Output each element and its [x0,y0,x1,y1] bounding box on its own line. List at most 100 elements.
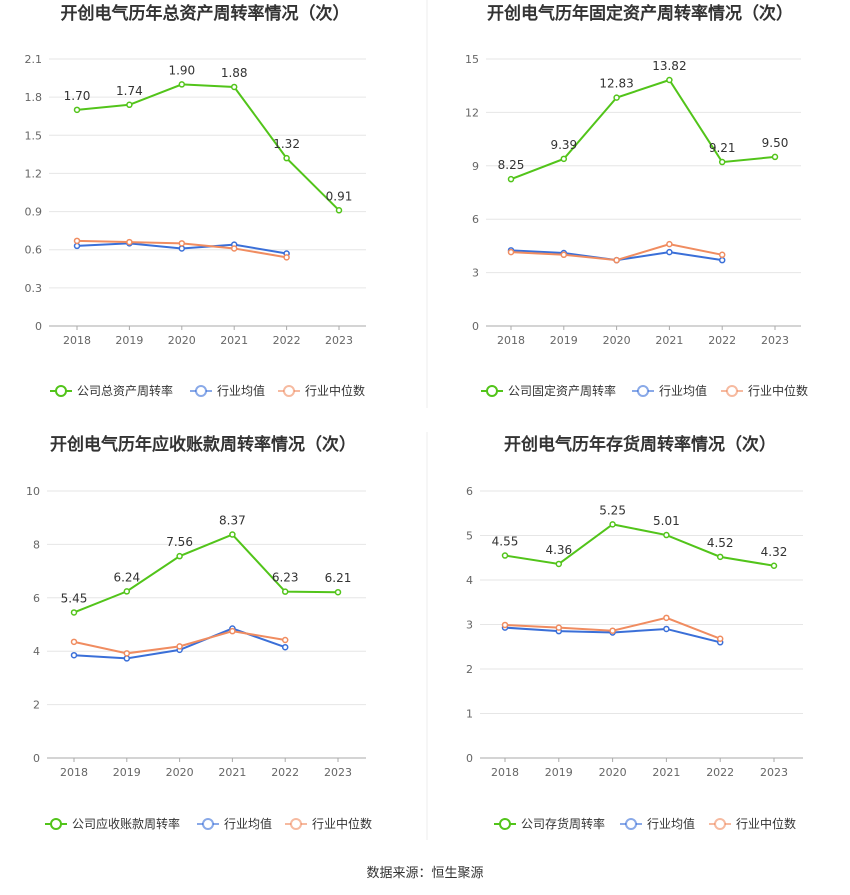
legend-label: 公司应收账款周转率 [72,816,180,831]
x-tick-label: 2022 [271,766,299,779]
data-point [281,643,289,651]
data-point [613,94,620,101]
data-point [281,588,289,595]
data-point [123,588,131,595]
data-label: 0.91 [326,189,353,203]
data-point [123,655,131,662]
chart-1: 开创电气历年总资产周转率情况（次） 0 0.3 0.6 0.9 1.2 1.5 1.8 2.1 2… [25,3,366,398]
data-point [70,651,78,659]
legend-label: 公司存货周转率 [521,816,605,831]
y-tick-label: 8 [33,538,40,551]
data-label: 6.23 [272,571,299,585]
data-source-note: 数据来源：恒生聚源 [366,866,484,881]
series-line-0 [510,78,776,181]
x-tick-label: 2023 [760,766,788,779]
legend-marker-icon [283,385,295,397]
data-point [178,245,186,252]
data-point [229,627,236,635]
legend-label: 行业均值 [217,383,265,398]
x-tick-label: 2019 [113,766,141,779]
data-label: 6.24 [113,570,140,584]
data-label: 1.88 [221,66,248,80]
x-tick-label: 2021 [220,334,248,347]
y-tick-label: 0 [466,752,473,765]
data-point [281,636,289,644]
data-label: 5.45 [61,591,88,605]
y-tick-label: 1.2 [25,167,43,180]
legend-item-0[interactable]: 公司存货周转率 [494,816,605,831]
y-tick-label: 2 [466,663,473,676]
y-tick-label: 12 [465,106,479,119]
y-tick-label: 0 [472,320,479,333]
series-line-0 [76,83,340,212]
chart-4: 开创电气历年存货周转率情况（次） 0 1 2 3 4 5 6 2018 2019 2020 2021 2… [466,434,803,831]
x-tick-label: 2023 [325,334,353,347]
data-point [555,560,563,568]
legend-marker-icon [486,385,498,397]
y-tick-label: 1 [466,708,473,721]
y-tick-label: 4 [466,574,473,587]
legend-item-0[interactable]: 公司固定资产周转率 [481,383,616,398]
legend-label: 行业均值 [647,816,695,831]
x-tick-label: 2020 [603,334,631,347]
data-point [283,154,290,162]
y-tick-label: 6 [33,592,40,605]
data-point [501,621,509,629]
y-tick-label: 2 [33,699,40,712]
y-tick-label: 1.5 [25,129,43,142]
data-point [230,83,238,91]
legend-item-1[interactable]: 行业均值 [197,816,272,831]
legend-item-2[interactable]: 行业中位数 [285,816,372,831]
data-label: 4.32 [761,545,788,559]
data-label: 7.56 [166,535,193,549]
data-label: 1.90 [168,63,195,77]
x-tick-label: 2022 [708,334,736,347]
legend-marker-icon [726,385,738,397]
legend-item-2[interactable]: 行业中位数 [278,383,365,398]
data-point [73,242,81,250]
x-tick-label: 2018 [491,766,519,779]
data-label: 1.74 [116,84,143,98]
x-tick-label: 2018 [63,334,91,347]
legend-label: 公司总资产周转率 [77,383,173,398]
chart-title: 开创电气历年应收账款周转率情况（次） [50,434,356,455]
chart-title: 开创电气历年固定资产周转率情况（次） [487,3,793,24]
legend-label: 行业均值 [659,383,707,398]
data-point [178,240,186,247]
x-tick-label: 2020 [166,766,194,779]
data-point [609,521,616,528]
legend-marker-icon [55,385,67,397]
data-label: 4.55 [492,535,519,549]
data-point [663,531,670,539]
legend-label: 行业中位数 [305,383,365,398]
y-tick-label: 4 [33,645,40,658]
legend-item-1[interactable]: 行业均值 [632,383,707,398]
data-label: 9.50 [762,136,789,150]
legend-item-1[interactable]: 行业均值 [190,383,265,398]
legend-item-1[interactable]: 行业均值 [620,816,695,831]
data-point [507,175,515,183]
legend-item-0[interactable]: 公司应收账款周转率 [45,816,180,831]
x-tick-label: 2020 [599,766,627,779]
y-tick-label: 0 [33,752,40,765]
legend-item-2[interactable]: 行业中位数 [721,383,808,398]
data-point [73,237,81,245]
legend-marker-icon [625,818,637,830]
data-point [663,614,670,622]
data-point [334,588,342,596]
y-tick-label: 9 [472,160,479,173]
data-label: 4.36 [545,543,572,557]
y-tick-label: 0 [35,320,42,333]
y-tick-label: 3 [466,619,473,632]
data-point [718,251,726,259]
legend-item-0[interactable]: 公司总资产周转率 [50,383,173,398]
data-point [335,207,343,214]
legend-marker-icon [50,818,62,830]
chart-title: 开创电气历年总资产周转率情况（次） [61,3,350,24]
y-tick-label: 0.9 [25,206,43,219]
y-tick-label: 1.8 [25,91,43,104]
legend-label: 公司固定资产周转率 [508,383,616,398]
data-point [176,643,183,650]
legend-item-2[interactable]: 行业中位数 [709,816,796,831]
data-point [770,562,778,570]
